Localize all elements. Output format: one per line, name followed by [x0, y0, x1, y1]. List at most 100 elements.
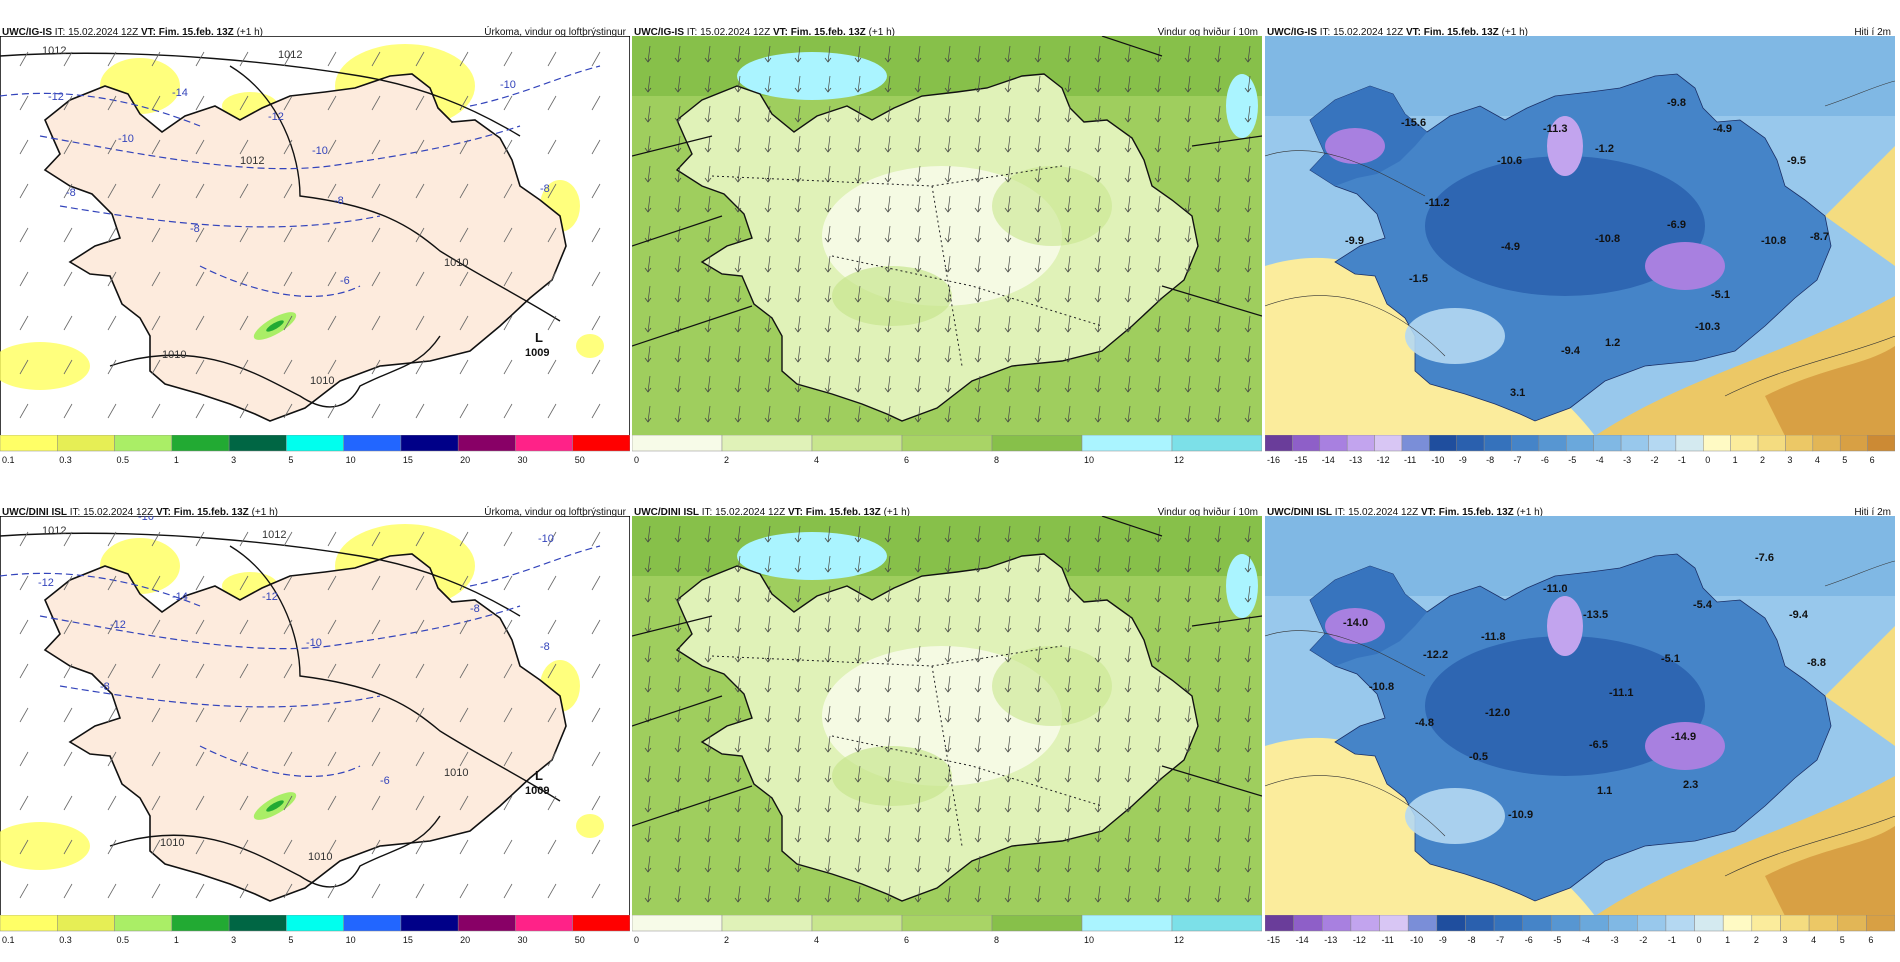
wind-arrow [677, 555, 681, 573]
isotherm [1824, 80, 1895, 107]
map-temp[interactable]: -14.0 -11.0 -7.6 -13.5 -11.8 -5.4 -9.4 -12.2 -5.… [1265, 516, 1895, 916]
wind-barb [503, 359, 513, 375]
map-temp[interactable]: -15.6 -11.3 -9.8 -4.9 -9.5 -10.6 -11.2 -1.2 -9.9… [1265, 36, 1895, 436]
wind-arrow [1217, 375, 1221, 393]
wind-arrow [887, 555, 891, 573]
wind-arrow [707, 765, 711, 783]
wind-arrow [647, 75, 651, 93]
wind-arrow [677, 525, 681, 543]
precip-area [576, 814, 604, 838]
wind-arrow [1217, 585, 1221, 603]
wind-barb [107, 359, 117, 375]
map-precip[interactable]: 1012 1012 1010 1010 1010 -16 -14 -12 -12 -12 -10 -1… [0, 516, 630, 916]
wind-arrow [1217, 255, 1221, 273]
wind-arrow [1187, 705, 1191, 723]
isotherm-label: -10 [306, 637, 322, 649]
wind-arrow [677, 285, 681, 303]
map-precip[interactable]: 1012 1012 1012 1010 1010 1010 -14 -12 -12 -10 -10 -… [0, 36, 630, 436]
wind-arrow [1247, 135, 1251, 153]
wind-barb [547, 227, 557, 243]
wind-barb [195, 183, 205, 199]
wind-barb [19, 663, 29, 679]
colorbar-swatch [901, 435, 993, 452]
wind-barb [327, 227, 337, 243]
map-wind[interactable] [632, 36, 1262, 436]
wind-arrow [1007, 195, 1011, 213]
forecast-panel-p5: UWC/DINI ISL IT: 15.02.2024 12Z VT: Fim.… [632, 502, 1262, 962]
temperature-value: -11.3 [1543, 123, 1567, 135]
wind-barb [459, 883, 469, 899]
colorbar-swatch [1785, 435, 1814, 452]
wind-barb [19, 795, 29, 811]
wind-arrow [1007, 825, 1011, 843]
wind-arrow [797, 525, 801, 543]
wind-barb [239, 619, 249, 635]
isobar-label: 1010 [308, 851, 332, 863]
wind-arrow [827, 645, 831, 663]
wind-arrow [827, 255, 831, 273]
colorbar-label: -1 [1678, 455, 1686, 465]
wind-barb [415, 531, 425, 547]
isotherm-label: -6 [340, 275, 350, 287]
init-label: IT: [686, 27, 698, 38]
map-wind[interactable] [632, 516, 1262, 916]
wind-barb [63, 795, 73, 811]
wind-arrow [887, 255, 891, 273]
wind-arrow [857, 225, 861, 243]
colorbar-label: 15 [403, 455, 413, 465]
wind-arrow [947, 195, 951, 213]
wind-arrow [977, 195, 981, 213]
wind-barb [459, 531, 469, 547]
wind-arrow [1067, 45, 1071, 63]
wind-arrow [827, 675, 831, 693]
wind-arrow [1247, 885, 1251, 903]
colorbar-swatch [1436, 915, 1466, 932]
isotherm-label: -14 [172, 87, 188, 99]
wind-arrow [1157, 345, 1161, 363]
panel-header: UWC/IG-IS IT: 15.02.2024 12Z VT: Fim. 15… [0, 22, 630, 44]
isotherm-label: -8 [540, 183, 550, 195]
wind-arrow [1187, 795, 1191, 813]
wind-arrow [1247, 375, 1251, 393]
isotherm [469, 65, 601, 107]
wind-barb [239, 707, 249, 723]
colorbar-temp: -15 -14 -13 -12 -11 -10 -9 -8 -7 -6 -5 -4 -3 -2 -1 0 1 2 3… [1265, 915, 1895, 947]
isotherm [59, 205, 381, 228]
colorbar-label: 0.1 [2, 935, 15, 945]
isotherm [0, 92, 201, 127]
wind-arrow [917, 345, 921, 363]
wind-arrow [1037, 165, 1041, 183]
wind-arrow [737, 75, 741, 93]
wind-barb [591, 95, 601, 111]
wind-arrow [1127, 735, 1131, 753]
wind-arrow [767, 405, 771, 423]
wind-barb [283, 183, 293, 199]
wind-arrow [857, 315, 861, 333]
wind-arrow [1067, 735, 1071, 753]
wind-arrow [887, 315, 891, 333]
low-pressure-value: 1009 [525, 347, 549, 359]
wind-barb [591, 619, 601, 635]
wind-barb [151, 663, 161, 679]
wind-arrow [857, 45, 861, 63]
isotherm-label: -8 [66, 187, 76, 199]
colorbar-swatch [1593, 435, 1622, 452]
precip-area [576, 334, 604, 358]
temperature-value: -5.4 [1693, 599, 1713, 611]
colorbar-swatch [1292, 435, 1321, 452]
colorbar-label: 3 [1782, 935, 1787, 945]
wind-arrow [677, 885, 681, 903]
colorbar-label: 4 [1811, 935, 1816, 945]
colorbar-precip: 0.1 0.3 0.5 1 3 5 10 15 20 30 50 [0, 435, 630, 467]
wind-arrow [857, 555, 861, 573]
wind-barb [459, 227, 469, 243]
wind-arrow [977, 75, 981, 93]
wind-arrow [797, 675, 801, 693]
colorbar-label: 12 [1174, 455, 1184, 465]
wind-barb [415, 619, 425, 635]
wind-barb [195, 139, 205, 155]
wind-arrow [767, 615, 771, 633]
precip-area [0, 342, 90, 390]
wind-arrow [1067, 765, 1071, 783]
temperature-value: -15.6 [1401, 117, 1426, 129]
